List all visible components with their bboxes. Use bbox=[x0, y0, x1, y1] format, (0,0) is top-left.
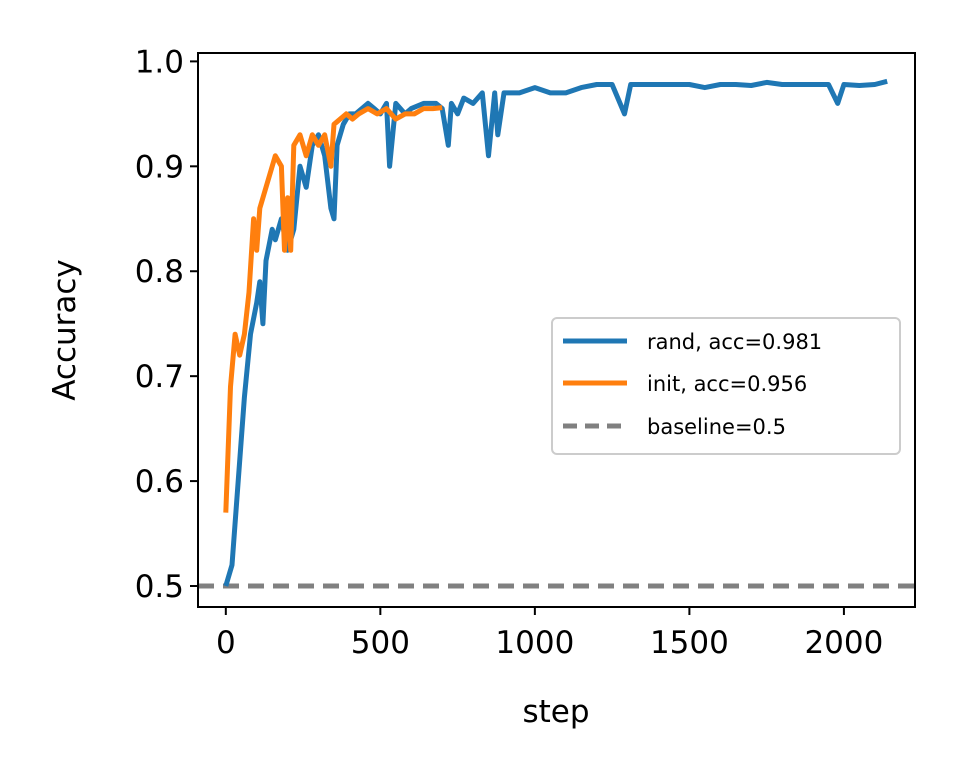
legend: rand, acc=0.981 init, acc=0.956 baseline… bbox=[551, 317, 901, 455]
y-tick-label: 0.9 bbox=[135, 149, 184, 185]
y-tick-label: 0.7 bbox=[135, 359, 184, 395]
y-tick-label: 0.6 bbox=[135, 464, 184, 500]
x-tick-label: 2000 bbox=[804, 625, 883, 661]
y-tick-label: 1.0 bbox=[135, 44, 184, 80]
legend-label-init: init, acc=0.956 bbox=[647, 372, 807, 396]
y-tick-label: 0.8 bbox=[135, 254, 184, 290]
legend-label-baseline: baseline=0.5 bbox=[647, 415, 786, 439]
x-tick-label: 1500 bbox=[650, 625, 729, 661]
x-tick-label: 0 bbox=[216, 625, 236, 661]
x-axis-title: step bbox=[522, 694, 589, 730]
y-axis-title: Accuracy bbox=[47, 259, 83, 401]
legend-label-rand: rand, acc=0.981 bbox=[647, 330, 822, 354]
y-axis: 0.5 0.6 0.7 0.8 0.9 1.0 bbox=[135, 44, 198, 605]
series-line-init bbox=[223, 105, 443, 513]
x-axis: 0 500 1000 1500 2000 bbox=[216, 607, 883, 661]
legend-box bbox=[551, 317, 901, 455]
y-tick-label: 0.5 bbox=[135, 569, 184, 605]
series-layer bbox=[198, 78, 915, 589]
plot-frame bbox=[197, 52, 916, 608]
x-tick-label: 500 bbox=[351, 625, 410, 661]
x-tick-label: 1000 bbox=[495, 625, 574, 661]
